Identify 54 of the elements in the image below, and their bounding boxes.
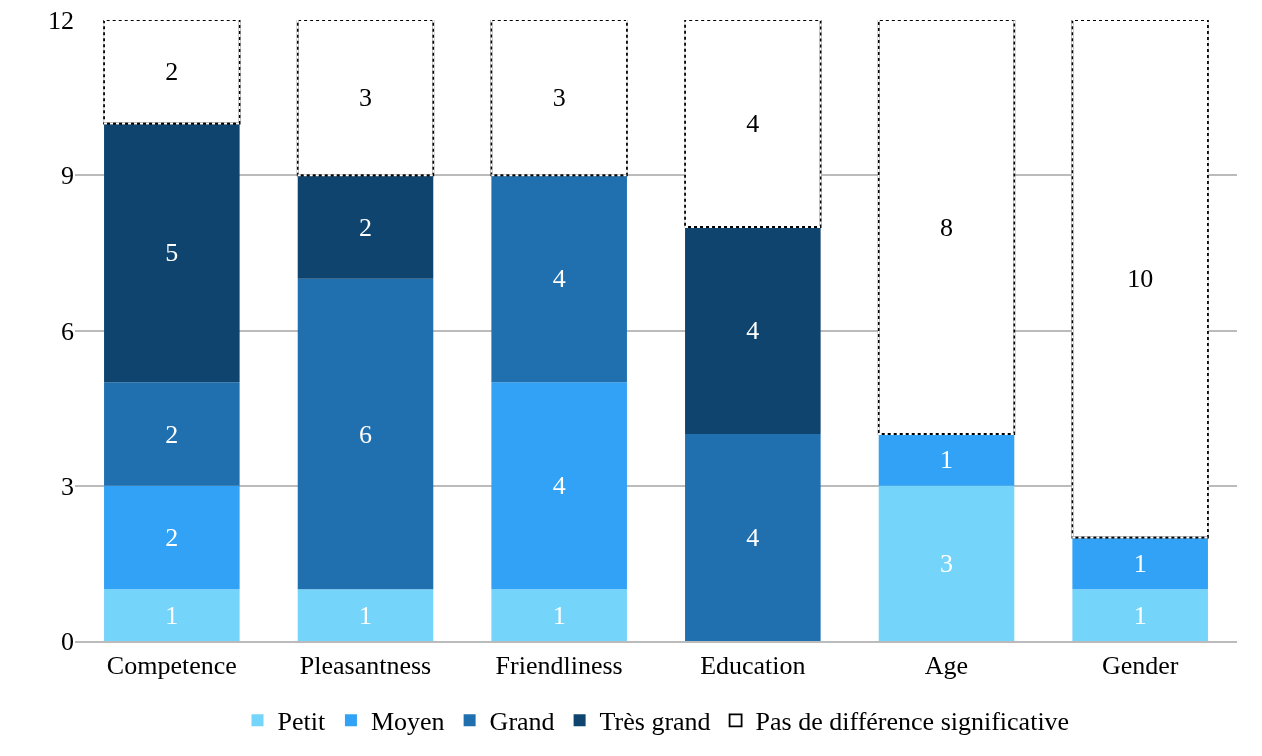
data-label: 3	[940, 548, 953, 578]
bar	[104, 589, 240, 641]
y-tick-label: 12	[48, 6, 74, 36]
data-label: 1	[1133, 548, 1147, 578]
data-label: 2	[165, 57, 179, 87]
data-label: 1	[1133, 600, 1147, 630]
bar	[104, 485, 240, 590]
data-label: 4	[552, 264, 566, 294]
x-tick-label: Age	[924, 651, 969, 681]
data-label: 1	[165, 600, 179, 630]
data-label: 1	[359, 600, 372, 630]
x-tick-label: Friendliness	[495, 651, 623, 681]
legend-label: Très grand	[599, 707, 711, 737]
bar	[297, 589, 434, 641]
bar	[491, 589, 627, 641]
data-label: 5	[165, 238, 179, 268]
data-label: 10	[1127, 264, 1154, 294]
bar	[491, 382, 627, 590]
x-tick-label: Competence	[106, 651, 237, 681]
bar	[1072, 537, 1208, 590]
bar	[1072, 589, 1208, 641]
bar	[491, 175, 627, 383]
legend-label: Pas de différence significative	[755, 707, 1070, 737]
data-label: 4	[552, 471, 566, 501]
y-tick-label: 0	[61, 627, 74, 657]
legend-label: Moyen	[370, 707, 445, 737]
data-label: 6	[359, 419, 372, 449]
bar	[104, 123, 240, 383]
y-tick-label: 6	[61, 316, 74, 346]
legend-label: Petit	[277, 707, 326, 737]
bar	[104, 382, 240, 486]
data-label: 1	[940, 445, 953, 475]
bar	[878, 485, 1015, 641]
bar	[297, 278, 434, 590]
bar	[685, 227, 821, 434]
data-label: 3	[359, 83, 372, 113]
bar	[685, 434, 821, 641]
x-tick-label: Education	[700, 651, 806, 681]
data-label: 1	[552, 600, 566, 630]
data-label: 2	[165, 419, 179, 449]
data-label: 2	[165, 523, 179, 552]
legend-label: Grand	[489, 707, 555, 737]
data-label: 4	[746, 316, 760, 345]
x-tick-label: Pleasantness	[299, 651, 432, 681]
x-tick-label: Gender	[1101, 651, 1179, 681]
bar	[878, 434, 1015, 486]
y-tick-label: 3	[61, 471, 74, 501]
bar	[297, 175, 434, 279]
data-label: 2	[359, 212, 372, 242]
data-label: 4	[746, 523, 760, 552]
data-label: 3	[552, 83, 566, 113]
data-label: 8	[940, 212, 953, 242]
y-tick-label: 9	[61, 161, 74, 191]
data-label: 4	[746, 109, 760, 138]
